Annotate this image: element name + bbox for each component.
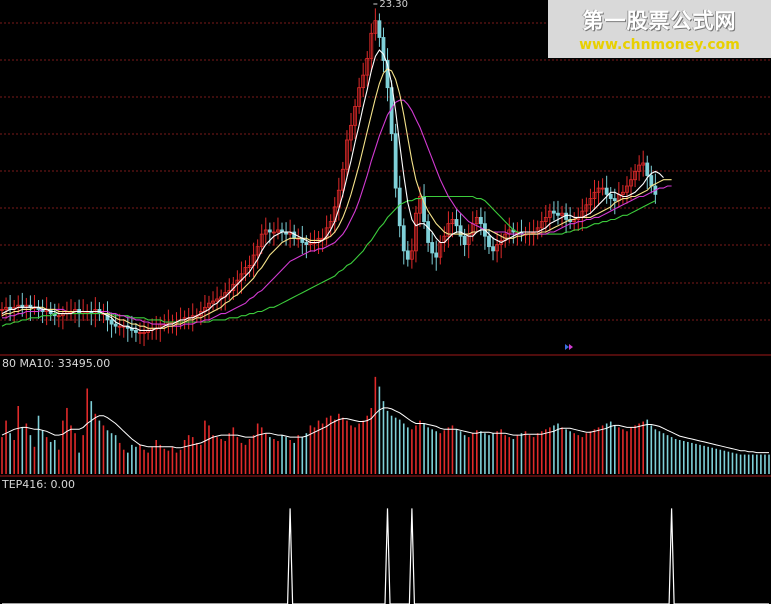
price-line-ma-short — [1, 49, 664, 331]
candle-body — [353, 106, 357, 126]
volume-panel — [1, 376, 770, 474]
candle-body — [361, 74, 366, 89]
candle-body — [345, 139, 349, 170]
watermark-url: www.chnmoney.com — [579, 37, 740, 53]
candle-body — [641, 162, 646, 166]
candle-body — [552, 210, 556, 214]
candle-body — [608, 193, 613, 199]
candle-body — [259, 233, 264, 248]
candle-body — [600, 187, 605, 190]
candle-body — [612, 198, 617, 202]
candle-body — [592, 191, 597, 199]
candle-body — [373, 20, 378, 34]
candle-body — [588, 198, 593, 206]
watermark-title: 第一股票公式网 — [582, 9, 737, 33]
candle-body — [357, 87, 362, 107]
candle-body — [56, 315, 61, 318]
price-line-ma-trend — [1, 195, 656, 327]
candle-body — [629, 179, 633, 187]
candle-body — [198, 311, 203, 317]
candle-body — [637, 164, 642, 172]
candle-body — [369, 32, 374, 59]
candle-body — [247, 265, 252, 268]
candle-body — [377, 20, 382, 38]
candle-body — [450, 219, 455, 225]
candle-body — [117, 325, 122, 328]
candle-body — [474, 216, 479, 225]
candle-body — [645, 162, 650, 176]
volume-ma-line — [1, 407, 769, 454]
candle-body — [543, 216, 548, 222]
candle-body — [560, 212, 564, 216]
candle-body — [381, 37, 386, 61]
candle-body — [271, 231, 276, 234]
candle-body — [4, 306, 8, 310]
candle-body — [625, 185, 629, 193]
scroll-marker-icon[interactable] — [565, 344, 569, 350]
candle-body — [405, 250, 410, 260]
candle-body — [215, 298, 219, 302]
candle-body — [478, 216, 483, 225]
candle-body — [255, 246, 260, 256]
candle-body — [621, 191, 625, 195]
price-line-ma-mid — [1, 68, 672, 329]
candle-body — [267, 229, 272, 233]
candle-body — [487, 235, 491, 248]
candle-body — [414, 212, 418, 252]
candle-body — [458, 225, 463, 237]
candle-body — [134, 329, 138, 333]
candle-body — [109, 319, 114, 325]
candle-body — [365, 57, 370, 76]
candle-body — [495, 244, 500, 252]
candle-body — [491, 246, 495, 252]
volume-label: 80 MA10: 33495.00 — [2, 357, 110, 370]
candle-body — [556, 212, 560, 216]
candle-body — [633, 170, 637, 181]
indicator-label: TEP416: 0.00 — [1, 478, 75, 491]
price-panel — [0, 3, 672, 347]
peak-price-label: 23.30 — [379, 0, 408, 10]
price-line-ma-long — [2, 99, 672, 327]
watermark-banner: 第一股票公式网 www.chnmoney.com — [548, 0, 771, 58]
candle-body — [430, 242, 435, 254]
candle-body — [596, 187, 601, 193]
candle-body — [539, 221, 544, 229]
candle-body — [547, 210, 552, 218]
candle-body — [304, 242, 309, 245]
candle-body — [434, 252, 439, 258]
indicator-line — [2, 508, 769, 604]
candle-body — [418, 196, 422, 214]
candle-body — [340, 168, 345, 191]
candle-body — [211, 300, 215, 304]
candle-body — [0, 309, 4, 311]
candle-body — [649, 175, 654, 187]
candle-body — [604, 187, 609, 195]
candle-body — [328, 221, 333, 229]
candle-body — [243, 267, 248, 275]
candle-body — [349, 124, 353, 141]
candle-body — [393, 133, 398, 189]
candle-body — [397, 187, 402, 227]
indicator-panel — [2, 508, 769, 604]
candle-body — [263, 229, 268, 235]
candle-body — [499, 239, 504, 245]
candle-body — [138, 332, 142, 334]
candle-body — [276, 229, 280, 233]
candle-body — [142, 332, 146, 334]
candle-body — [401, 225, 406, 252]
scroll-marker-icon-2[interactable] — [569, 344, 573, 350]
candle-body — [446, 223, 451, 237]
candle-body — [409, 250, 414, 260]
candle-body — [113, 323, 118, 327]
candle-body — [454, 219, 459, 227]
candle-body — [462, 235, 467, 245]
candle-body — [426, 221, 431, 243]
candle-body — [584, 204, 589, 212]
candle-body — [207, 302, 211, 308]
